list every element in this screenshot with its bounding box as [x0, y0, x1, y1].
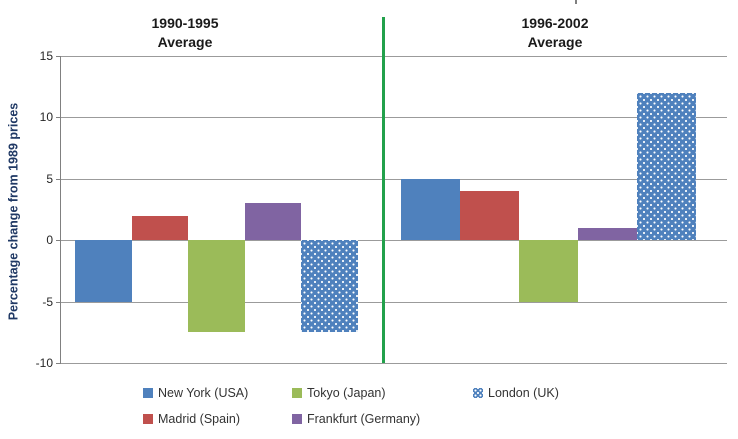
stray-tick-mark [575, 0, 577, 4]
y-axis-title: Percentage change from 1989 prices [6, 102, 21, 321]
panel-title-period: 1996-2002 [521, 15, 589, 31]
period-divider-line [382, 17, 385, 363]
legend-swatch-new-york-usa [143, 388, 153, 398]
bar-tokyo-japan-1990-1995 [188, 240, 245, 333]
legend-label: London (UK) [488, 386, 559, 400]
legend-label: Frankfurt (Germany) [307, 412, 421, 426]
y-axis-tick-mark [56, 240, 60, 242]
bar-new-york-usa-1996-2002 [401, 178, 460, 241]
legend-swatch-tokyo-japan [292, 388, 302, 398]
bar-new-york-usa-1990-1995 [75, 240, 132, 302]
legend-label: Tokyo (Japan) [307, 386, 386, 400]
legend-entry-new-york-usa: New York (USA) [143, 386, 248, 401]
y-axis-tick-mark [56, 363, 60, 364]
gridline-5 [60, 178, 727, 180]
legend-swatch-frankfurt-germany [292, 414, 302, 424]
y-axis-tick-label--5: -5 [42, 294, 53, 309]
panel-title-1996-2002: 1996-2002 Average [522, 14, 589, 52]
bar-london-uk-1990-1995 [301, 240, 358, 333]
bar-madrid-spain-1996-2002 [460, 191, 519, 241]
legend-label: New York (USA) [158, 386, 249, 400]
bar-frankfurt-germany-1996-2002 [578, 227, 637, 241]
y-axis-tick-mark [56, 56, 60, 57]
y-axis-tick-label-15: 15 [39, 49, 53, 63]
y-axis-line [60, 56, 61, 364]
y-axis-tick-label--10: -10 [35, 356, 53, 370]
panel-title-average: Average [157, 34, 213, 50]
legend-entry-london-uk: London (UK) [473, 386, 559, 401]
bar-london-uk-1996-2002 [637, 92, 696, 241]
bar-tokyo-japan-1996-2002 [519, 240, 578, 302]
legend-swatch-london-uk [473, 388, 483, 398]
legend-entry-madrid-spain: Madrid (Spain) [143, 412, 240, 427]
gridline--10 [60, 363, 727, 364]
legend-swatch-madrid-spain [143, 414, 153, 424]
gridline-10 [60, 117, 727, 119]
y-axis-tick-label-0: 0 [46, 233, 53, 248]
y-axis-tick-mark [56, 301, 60, 303]
y-axis-tick-mark [56, 117, 60, 119]
legend-label: Madrid (Spain) [158, 412, 240, 426]
panel-title-average: Average [527, 34, 583, 50]
panel-title-1990-1995: 1990-1995 Average [152, 14, 219, 52]
legend-entry-frankfurt-germany: Frankfurt (Germany) [292, 412, 420, 427]
gridline--5 [60, 301, 727, 303]
panel-title-period: 1990-1995 [151, 15, 219, 31]
gridline-15 [60, 56, 727, 57]
y-axis-tick-label-10: 10 [39, 110, 53, 125]
gridline-0 [60, 240, 727, 242]
legend-entry-tokyo-japan: Tokyo (Japan) [292, 386, 386, 401]
y-axis-tick-mark [56, 178, 60, 180]
y-axis-tick-label-5: 5 [46, 171, 53, 186]
bar-frankfurt-germany-1990-1995 [244, 203, 302, 241]
bar-madrid-spain-1990-1995 [131, 215, 189, 241]
